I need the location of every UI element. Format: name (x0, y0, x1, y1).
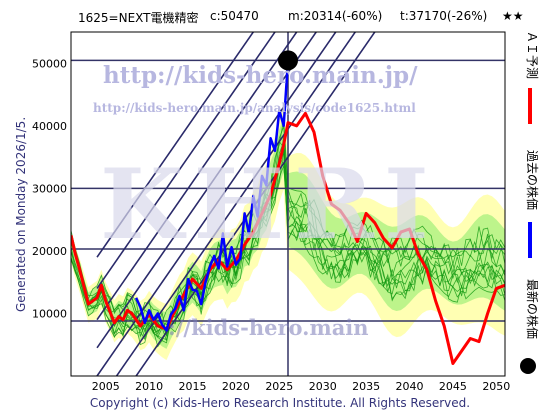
trend-line (135, 32, 376, 376)
y-tick-label: 20000 (32, 245, 67, 258)
trend-line (115, 32, 357, 376)
trend-line (96, 32, 276, 289)
trend-line (96, 32, 255, 258)
series-line-past-price (134, 60, 290, 332)
y-tick-label: 40000 (32, 120, 67, 133)
watermark-khri: KHRI (100, 148, 439, 261)
x-tick-label: 2045 (439, 380, 467, 393)
x-tick-label: 2025 (265, 380, 293, 393)
y-tick-label: 30000 (32, 182, 67, 195)
current-price: c:50470 (210, 9, 259, 23)
legend-swatches (520, 88, 536, 374)
x-tick-label: 2020 (222, 380, 250, 393)
plot-frame (70, 31, 506, 377)
x-tick-label: 2040 (396, 380, 424, 393)
legend-past-price-label: 過去の株価 (525, 150, 539, 211)
x-tick-label: 2035 (352, 380, 380, 393)
legend-latest-price-label: 最新の株価 (525, 279, 539, 340)
watermark-url: http://kids-hero.main.jp/ (103, 62, 418, 89)
trend-line (96, 32, 298, 321)
x-tick-label: 2010 (135, 380, 163, 393)
series-line-ai-forecast (71, 111, 505, 365)
ticker-name: 1625=NEXT電機精密 (78, 11, 199, 25)
watermark-analysis-url: http://kids-hero.main.jp/analysis/code16… (93, 101, 416, 115)
generated-date-label: Generated on Monday 2026/1/5. (14, 116, 28, 312)
legend-latest-price-swatch (520, 358, 536, 374)
trend-line (96, 32, 318, 349)
price-series (71, 60, 505, 365)
watermark-bottom-url: ://kids-hero.main (168, 315, 369, 340)
latest-price-dot (278, 50, 298, 71)
latest-price-marker (278, 50, 298, 71)
x-tick-label: 2050 (482, 380, 510, 393)
copyright-text: Copyright (c) Kids-Hero Research Institu… (89, 396, 471, 410)
min-price: m:20314(-60%) (288, 9, 383, 23)
x-tick-label: 2005 (92, 380, 120, 393)
rating-stars: ★★ (502, 9, 524, 23)
x-tick-label: 2030 (309, 380, 337, 393)
legend-ai-forecast-label: ＡＩ予測 (525, 31, 539, 80)
y-tick-label: 10000 (32, 307, 67, 320)
trend-channel-lines (96, 32, 376, 376)
x-tick-label: 2015 (179, 380, 207, 393)
target-price: t:37170(-26%) (400, 9, 488, 23)
y-tick-label: 50000 (32, 57, 67, 70)
axis-ticks: 2005 2010 2015 2020 2025 2030 2035 2040 2045 2050… (32, 57, 510, 393)
trend-line (96, 32, 337, 376)
